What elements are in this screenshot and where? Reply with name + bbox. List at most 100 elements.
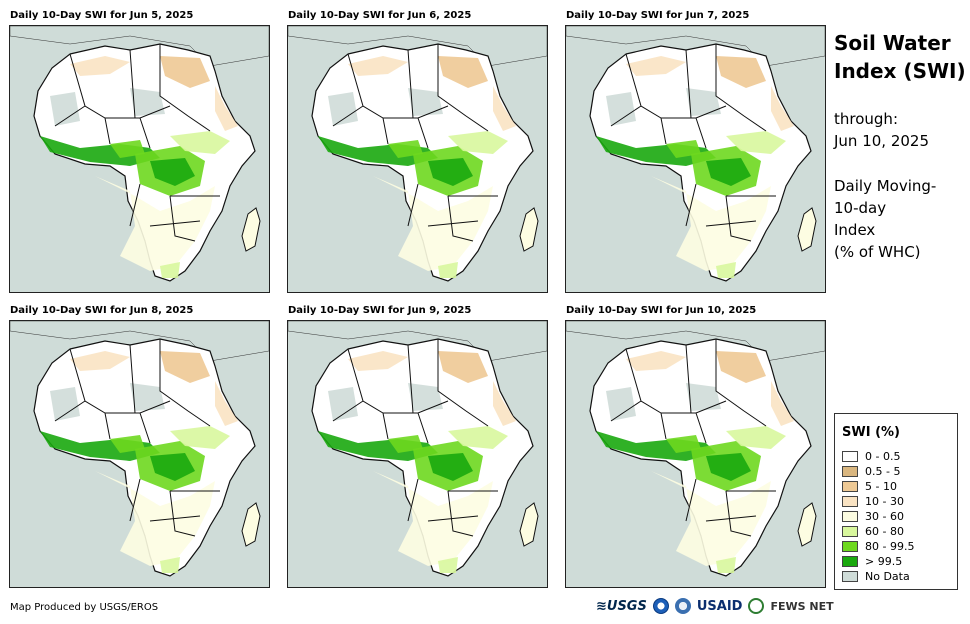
legend-item: 30 - 60 [842,509,904,524]
legend-label: 5 - 10 [865,480,897,493]
swi-region [160,557,180,573]
swi-region [606,387,636,421]
madagascar-landmass [241,502,261,547]
panel-title-6: Daily 10-Day SWI for Jun 10, 2025 [566,305,757,316]
swi-region [160,351,210,383]
country-borders [54,44,220,242]
africa-map-svg [566,321,825,577]
legend-swatch [842,481,858,492]
country-borders [610,44,776,242]
map-panel-3 [565,25,826,293]
map-panel-6 [565,320,826,588]
map-credit: Map Produced by USGS/EROS [10,602,159,613]
legend-label: 60 - 80 [865,525,904,538]
swi-region [706,158,751,186]
main-title-line-1: Soil Water [834,31,951,55]
madagascar-landmass [519,502,539,547]
madagascar-landmass [797,502,817,547]
legend-item: 60 - 80 [842,524,904,539]
description-line-3: Index [834,221,876,239]
legend-swatch [842,451,858,462]
swi-region [686,88,721,116]
swi-region [160,56,210,88]
swi-region [438,557,458,573]
usgs-logo: ≋USGS [596,598,647,614]
main-title-line-2: Index (SWI) [834,59,966,83]
swi-region [438,262,458,278]
country-borders [332,44,498,242]
swi-region [150,453,195,481]
swi-region [428,453,473,481]
swi-region [438,351,488,383]
fews-net-logo: FEWS NET [770,599,834,613]
legend-label: 30 - 60 [865,510,904,523]
panel-title-3: Daily 10-Day SWI for Jun 7, 2025 [566,10,750,21]
swi-region [40,431,160,461]
swi-region [50,387,80,421]
swi-region [726,426,786,449]
legend-item: No Data [842,569,910,584]
swi-region [170,131,230,154]
country-borders [54,339,220,537]
legend-item: 0.5 - 5 [842,464,900,479]
swi-region [626,351,686,371]
legend-swatch [842,526,858,537]
madagascar-landmass [241,207,261,252]
usaid-logo: USAID [696,598,743,614]
swi-region [651,471,771,566]
swi-region [348,351,408,371]
swi-region [95,176,215,271]
swi-region [626,56,686,76]
swi-region [493,381,516,426]
swi-region [706,453,751,481]
swi-region [771,381,794,426]
swi-region [328,387,358,421]
map-panel-5 [287,320,548,588]
through-label: through: [834,110,898,128]
map-panel-4 [9,320,270,588]
legend-item: 5 - 10 [842,479,897,494]
legend-label: 0.5 - 5 [865,465,901,478]
swi-region [130,383,165,411]
swi-region [596,431,716,461]
swi-region [726,131,786,154]
africa-map-svg [288,26,547,282]
swi-region [438,56,488,88]
description-line-4: (% of WHC) [834,243,921,261]
panel-title-1: Daily 10-Day SWI for Jun 5, 2025 [10,10,194,21]
country-borders [610,339,776,537]
africa-map-svg [10,321,269,577]
swi-region [373,471,493,566]
logo-strip: ≋USGS USAID FEWS NET [596,598,834,614]
legend-title: SWI (%) [842,425,900,440]
fews-net-globe-icon [748,598,765,614]
swi-region [408,88,443,116]
map-panel-1 [9,25,270,293]
through-block: through: Jun 10, 2025 [834,108,929,152]
swi-region [666,140,701,158]
africa-map-svg [288,321,547,577]
swi-region [771,86,794,131]
swi-region [40,136,160,166]
swi-region [95,471,215,566]
swi-region [716,56,766,88]
swi-region [328,92,358,126]
legend-swatch [842,556,858,567]
swi-region [110,140,145,158]
legend-item: 10 - 30 [842,494,904,509]
swi-region [215,86,238,131]
swi-region [448,426,508,449]
africa-map-svg [566,26,825,282]
legend-swatch [842,496,858,507]
legend-item: 80 - 99.5 [842,539,914,554]
description-line-2: 10-day [834,199,887,217]
panel-title-2: Daily 10-Day SWI for Jun 6, 2025 [288,10,472,21]
legend-label: 80 - 99.5 [865,540,915,553]
legend-swatch [842,466,858,477]
swi-region [373,176,493,271]
swi-region [428,158,473,186]
swi-region [70,351,130,371]
swi-region [160,262,180,278]
swi-region [348,56,408,76]
legend-swatch [842,541,858,552]
